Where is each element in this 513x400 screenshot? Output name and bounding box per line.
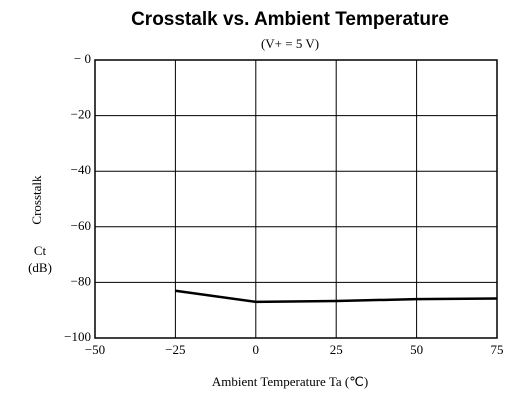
x-tick-label: 25 [330,342,343,357]
chart-title: Crosstalk vs. Ambient Temperature [131,9,449,30]
x-tick-label: −50 [85,342,105,357]
y-tick-label: −100 [64,329,91,344]
data-line [175,289,498,304]
y-tick-label: −20 [71,107,91,122]
x-axis-label: Ambient Temperature Ta (℃) [212,374,368,389]
y-axis-label: Crosstalk [29,175,44,225]
y-tick-label: −40 [71,162,91,177]
x-tick-label: 0 [253,342,260,357]
plot-frame [94,59,498,339]
y-tick-label: −80 [71,273,91,288]
y-tick-label: − 0 [74,51,91,66]
chart-subtitle: (V+ = 5 V) [261,36,319,51]
x-tick-label: 50 [410,342,423,357]
y-tick-label: −60 [71,218,91,233]
y-axis-unit: (dB) [28,260,52,275]
y-axis-symbol: Ct [34,243,47,258]
x-tick-label: 75 [491,342,504,357]
x-tick-label: −25 [165,342,185,357]
